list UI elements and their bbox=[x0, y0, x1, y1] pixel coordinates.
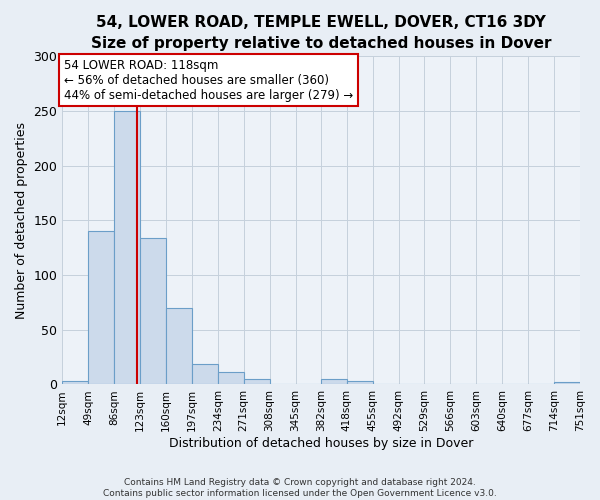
Bar bbox=[218, 372, 244, 384]
Text: Contains HM Land Registry data © Crown copyright and database right 2024.
Contai: Contains HM Land Registry data © Crown c… bbox=[103, 478, 497, 498]
Text: 54 LOWER ROAD: 118sqm
← 56% of detached houses are smaller (360)
44% of semi-det: 54 LOWER ROAD: 118sqm ← 56% of detached … bbox=[64, 58, 353, 102]
Bar bbox=[322, 379, 347, 384]
Bar bbox=[244, 379, 269, 384]
Bar bbox=[166, 308, 192, 384]
Bar bbox=[554, 382, 580, 384]
X-axis label: Distribution of detached houses by size in Dover: Distribution of detached houses by size … bbox=[169, 437, 473, 450]
Y-axis label: Number of detached properties: Number of detached properties bbox=[15, 122, 28, 319]
Bar bbox=[140, 238, 166, 384]
Bar bbox=[62, 381, 88, 384]
Bar bbox=[192, 364, 218, 384]
Title: 54, LOWER ROAD, TEMPLE EWELL, DOVER, CT16 3DY
Size of property relative to detac: 54, LOWER ROAD, TEMPLE EWELL, DOVER, CT1… bbox=[91, 15, 551, 51]
Bar bbox=[114, 111, 140, 384]
Bar bbox=[347, 381, 373, 384]
Bar bbox=[88, 232, 114, 384]
